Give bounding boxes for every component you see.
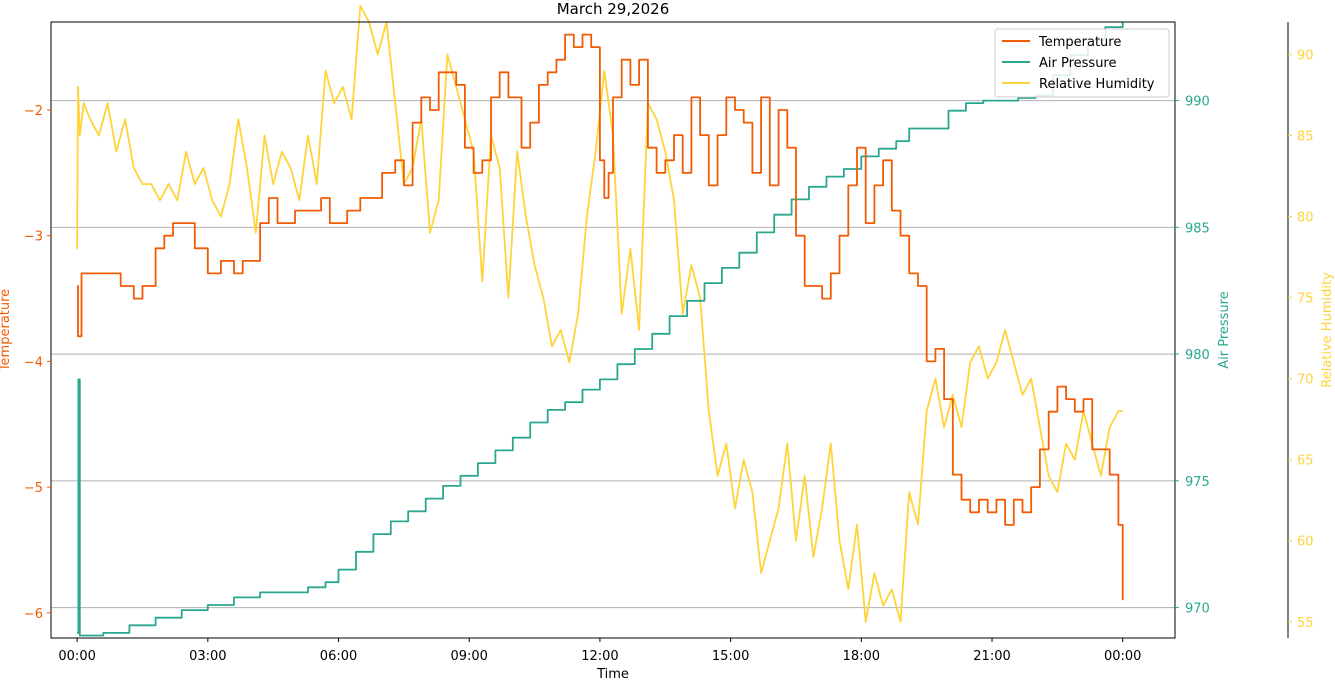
temperature-tick-label-4: −2 — [24, 104, 43, 119]
legend: Temperature Air Pressure Relative Humidi… — [994, 28, 1170, 98]
pressure-tick-label-2: 980 — [1185, 348, 1210, 363]
humidity-tick-label-6: 85 — [1297, 129, 1314, 144]
x-tick-label-5: 15:00 — [712, 649, 749, 664]
humidity-tick-label-2: 65 — [1297, 454, 1314, 469]
plot-frame — [50, 21, 1176, 639]
temperature-tick-label-2: −4 — [24, 355, 43, 370]
x-axis-label: Time — [596, 667, 629, 682]
humidity-tick-label-1: 60 — [1297, 535, 1314, 550]
x-tick-label-7: 21:00 — [973, 649, 1010, 664]
pressure-tick-label-3: 985 — [1185, 221, 1210, 236]
humidity-tick-label-0: 55 — [1297, 616, 1314, 631]
x-tick-label-6: 18:00 — [843, 649, 880, 664]
x-tick-label-1: 03:00 — [189, 649, 226, 664]
pressure-axis-label: Air Pressure — [1217, 291, 1232, 369]
pressure-tick-label-1: 975 — [1185, 475, 1210, 490]
legend-label-pressure: Air Pressure — [1039, 56, 1117, 71]
series-line-humidity — [76, 4, 1123, 623]
humidity-tick-label-3: 70 — [1297, 373, 1314, 388]
chart-title: March 29,2026 — [557, 0, 670, 18]
series-line-pressure — [77, 22, 1124, 637]
series-line-temperature — [77, 33, 1124, 601]
legend-box — [994, 28, 1170, 98]
pressure-tick-label-4: 990 — [1185, 95, 1210, 110]
humidity-tick-label-7: 90 — [1297, 48, 1314, 63]
humidity-tick-label-5: 80 — [1297, 211, 1314, 226]
x-tick-label-4: 12:00 — [581, 649, 618, 664]
x-tick-label-8: 00:00 — [1104, 649, 1141, 664]
x-tick-label-3: 09:00 — [450, 649, 487, 664]
axes: 00:00 03:00 06:00 09:00 12:00 15:00 18:00 21:00… — [24, 48, 1314, 664]
temperature-axis-label: Temperature — [0, 289, 13, 372]
pressure-series — [77, 22, 1124, 637]
temperature-tick-label-3: −3 — [24, 230, 43, 245]
legend-label-temperature: Temperature — [1038, 35, 1121, 50]
humidity-tick-label-4: 75 — [1297, 292, 1314, 307]
temperature-tick-label-0: −6 — [24, 607, 43, 622]
humidity-series — [76, 4, 1123, 623]
x-tick-label-0: 00:00 — [58, 649, 95, 664]
temperature-series — [77, 33, 1124, 601]
legend-label-humidity: Relative Humidity — [1039, 77, 1155, 92]
pressure-tick-label-0: 970 — [1185, 602, 1210, 617]
x-tick-label-2: 06:00 — [320, 649, 357, 664]
humidity-axis-label: Relative Humidity — [1320, 272, 1335, 388]
temperature-tick-label-1: −5 — [24, 481, 43, 496]
